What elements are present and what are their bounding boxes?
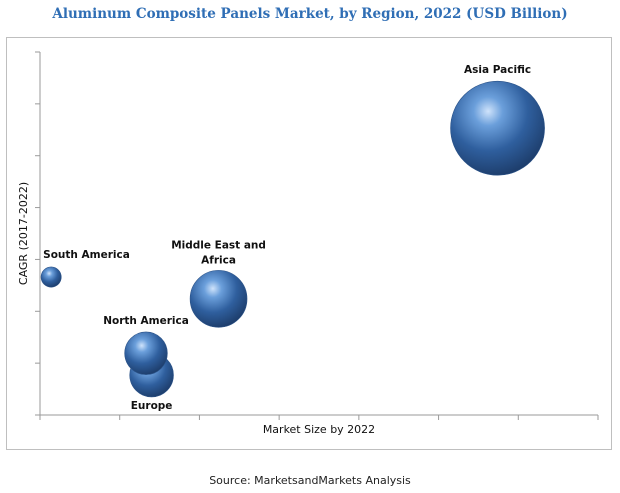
bubbles-layer [40, 80, 545, 398]
chart-frame [6, 37, 612, 450]
label-south-america: South America [43, 249, 130, 261]
labels-layer: Asia Pacific Middle East and Africa North A… [43, 64, 531, 412]
chart-title: Aluminum Composite Panels Market, by Reg… [52, 6, 568, 22]
label-europe: Europe [131, 400, 173, 412]
bubble-north-america [124, 331, 168, 375]
source-note: Source: MarketsandMarkets Analysis [209, 474, 411, 487]
x-axis-label: Market Size by 2022 [263, 423, 375, 436]
bubble-south-america [40, 266, 62, 288]
bubble-asia-pacific [450, 80, 545, 176]
label-middle-east-and-africa: Middle East and Africa [171, 239, 266, 266]
y-axis-label: CAGR (2017-2022) [17, 182, 30, 285]
label-north-america: North America [103, 315, 189, 327]
label-asia-pacific: Asia Pacific [464, 64, 531, 76]
bubble-middle-east-and-africa [189, 270, 248, 328]
axes [35, 51, 599, 420]
